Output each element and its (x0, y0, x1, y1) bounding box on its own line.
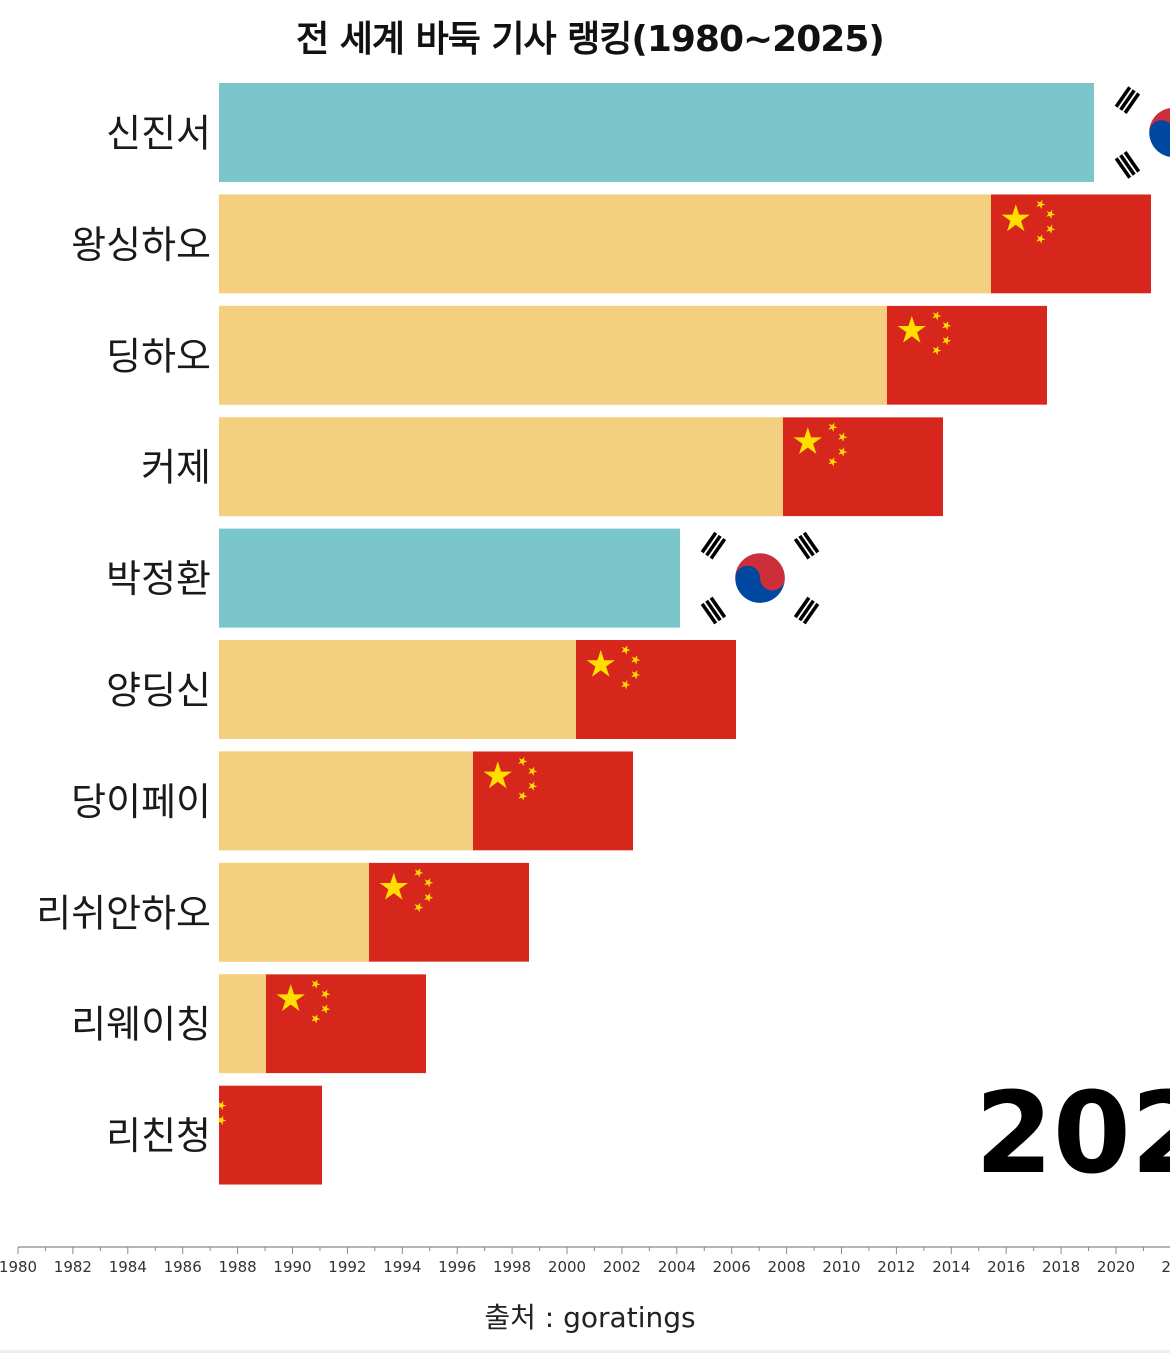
axis-tick-label: 1986 (164, 1258, 202, 1276)
china-flag-star (219, 1115, 227, 1126)
china-flag-star (1046, 224, 1056, 234)
china-flag-star (1036, 234, 1046, 244)
china-flag-star (828, 422, 838, 432)
china-flag-star (219, 1100, 227, 1111)
axis-tick-label: 2000 (548, 1258, 586, 1276)
player-name-label: 커제 (141, 446, 211, 490)
china-flag-star (942, 335, 952, 346)
china-flag-star (942, 321, 952, 331)
chart-title: 전 세계 바둑 기사 랭킹(1980~2025) (296, 19, 885, 60)
china-flag-icon (266, 974, 426, 1074)
bar-4 (219, 417, 783, 517)
china-flag-star (838, 447, 848, 457)
axis-tick-label: 2010 (822, 1258, 860, 1276)
axis-tick-label: 2008 (768, 1258, 806, 1276)
player-name-label: 왕싱하오 (71, 223, 211, 267)
china-flag-star (424, 892, 434, 903)
china-flag-star (631, 670, 641, 680)
china-flag-star (586, 649, 615, 677)
china-flag-star (1001, 204, 1030, 232)
china-flag-star (424, 878, 434, 888)
china-flag-star (311, 1014, 321, 1024)
china-flag-star (321, 989, 331, 999)
china-flag-star (528, 766, 538, 776)
axis-tick-label: 1994 (383, 1258, 421, 1276)
player-name-label: 리웨이칭 (71, 1003, 211, 1047)
axis-tick-label: 1992 (328, 1258, 366, 1276)
bar-3 (219, 305, 887, 405)
axis-tick-label: 2018 (1042, 1258, 1080, 1276)
bottom-divider (0, 1350, 1170, 1353)
player-name-label: 당이페이 (71, 780, 211, 824)
bar-7 (219, 751, 473, 851)
axis-tick-label: 2014 (932, 1258, 970, 1276)
axis-tick-label: 1984 (109, 1258, 147, 1276)
bar-2 (219, 194, 991, 294)
bar-6 (219, 640, 576, 739)
china-flag-star (207, 1091, 216, 1100)
china-flag-star (932, 345, 942, 356)
china-flag-star (621, 680, 631, 690)
player-name-label: 리친청 (106, 1114, 211, 1158)
china-flag-icon (783, 417, 943, 517)
player-name-label: 박정환 (106, 557, 211, 601)
axis-tick-label: 2006 (713, 1258, 751, 1276)
china-flag-star (414, 902, 424, 913)
china-flag-icon (473, 751, 633, 851)
axis-tick-label: 1990 (273, 1258, 311, 1276)
axis-tick-label: 2002 (603, 1258, 641, 1276)
china-flag-star (379, 872, 408, 900)
bar-8 (219, 862, 369, 962)
axis-tick-label: 2004 (658, 1258, 696, 1276)
china-flag-star (276, 984, 305, 1011)
axis-tick-label: 1982 (54, 1258, 92, 1276)
axis-tick-label: 2020 (1097, 1258, 1135, 1276)
china-flag-star (793, 427, 822, 454)
china-flag-icon (369, 862, 529, 962)
china-flag-star (311, 979, 321, 989)
axis-tick-label: 1998 (493, 1258, 531, 1276)
china-flag-star (414, 868, 424, 878)
current-year-label: 2025 (975, 1069, 1170, 1199)
china-flag-star (518, 756, 528, 767)
china-flag-star (518, 791, 528, 801)
china-flag-star (528, 781, 538, 791)
source-credit: 출처 : goratings (484, 1301, 696, 1334)
korea-flag-icon (1094, 83, 1170, 182)
korea-flag-icon (680, 528, 840, 628)
china-flag-icon (207, 1085, 322, 1185)
axis-tick-label: 2016 (987, 1258, 1025, 1276)
axis-tick-label: 1996 (438, 1258, 476, 1276)
player-name-label: 딩하오 (106, 334, 211, 378)
axis-tick-label: 2012 (877, 1258, 915, 1276)
axis-tick-label: 1980 (0, 1258, 37, 1276)
china-flag-star (897, 315, 926, 343)
bar-1 (219, 83, 1094, 182)
axis-tick-label: 20 (1161, 1258, 1170, 1276)
china-flag-star (1046, 209, 1056, 219)
bar-5 (219, 528, 680, 628)
china-flag-icon (887, 305, 1047, 405)
china-flag-icon (576, 640, 736, 739)
bar-9 (219, 974, 266, 1074)
china-flag-star (631, 655, 641, 665)
axis-tick-label: 1988 (219, 1258, 257, 1276)
player-name-label: 양딩신 (106, 669, 211, 713)
player-name-label: 신진서 (106, 112, 211, 156)
china-flag-star (828, 457, 838, 467)
china-flag-star (1036, 199, 1046, 210)
china-flag-icon (991, 194, 1151, 294)
china-flag-star (621, 645, 631, 655)
china-flag-star (483, 761, 512, 789)
china-flag-star (838, 432, 848, 442)
player-name-label: 리쉬안하오 (36, 891, 211, 935)
china-flag-star (321, 1004, 331, 1014)
china-flag-star (932, 311, 942, 321)
